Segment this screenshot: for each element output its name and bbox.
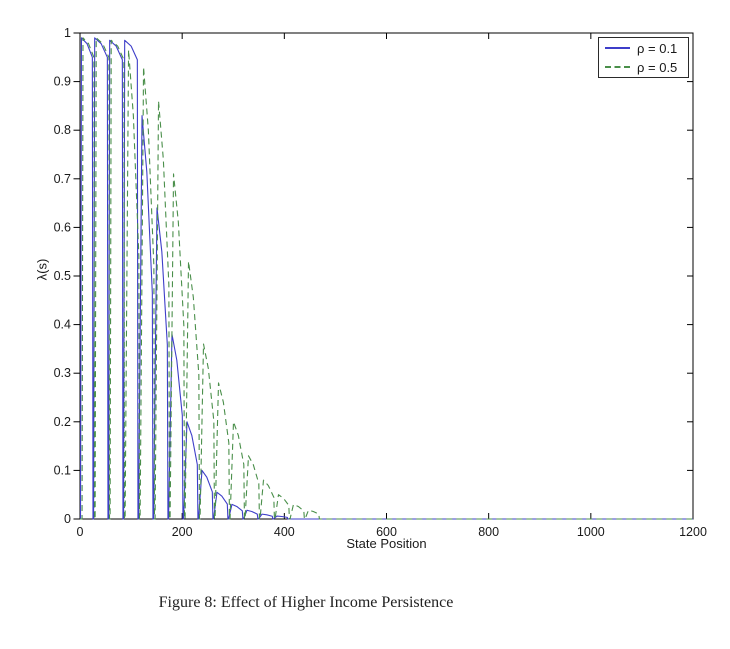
x-tick-label: 600: [376, 525, 397, 539]
y-tick-label: 0.4: [54, 318, 71, 332]
y-tick-label: 0.5: [54, 269, 71, 283]
legend-label: ρ = 0.5: [637, 59, 678, 75]
y-tick-label: 0.3: [54, 366, 71, 380]
figure-caption: Figure 8: Effect of Higher Income Persis…: [158, 594, 454, 611]
y-tick-label: 0.6: [54, 220, 71, 234]
dashed-line-sample-icon: [605, 66, 630, 68]
x-tick-label: 1000: [577, 525, 605, 539]
y-tick-label: 0.7: [54, 172, 71, 186]
y-tick-label: 0.2: [54, 415, 71, 429]
plot-box: [79, 32, 694, 520]
y-tick-label: 0.9: [54, 75, 71, 89]
legend-entry-rho-0.5: ρ = 0.5: [605, 60, 688, 75]
x-tick-label: 800: [478, 525, 499, 539]
x-axis-label: State Position: [346, 536, 427, 551]
y-tick-label: 0: [64, 512, 71, 526]
y-tick-label: 0.8: [54, 123, 71, 137]
x-tick-label: 200: [172, 525, 193, 539]
legend: ρ = 0.1 ρ = 0.5: [598, 37, 689, 78]
legend-label: ρ = 0.1: [637, 40, 678, 56]
y-axis-label: λ(s): [34, 258, 50, 281]
x-tick-label: 400: [274, 525, 295, 539]
y-tick-label: 1: [64, 26, 71, 40]
series-line-rho-0.5: [80, 37, 693, 520]
x-tick-label: 1200: [679, 525, 707, 539]
y-tick-label: 0.1: [54, 463, 71, 477]
series-line-rho-0.1: [79, 37, 693, 520]
legend-entry-rho-0.1: ρ = 0.1: [605, 41, 688, 56]
solid-line-sample-icon: [605, 47, 630, 49]
x-tick-label: 0: [77, 525, 84, 539]
